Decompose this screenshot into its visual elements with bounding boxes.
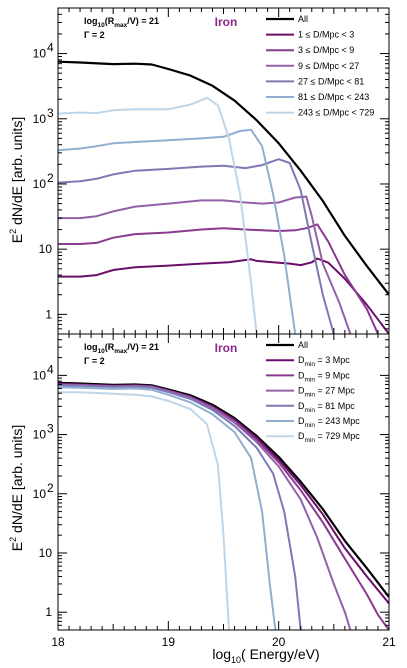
element-label: Iron — [215, 15, 238, 29]
series-line-5 — [58, 128, 297, 334]
y-tick-label: 10 — [33, 487, 47, 501]
y-tick-label: 10 — [33, 177, 47, 191]
legend-label-0: All — [298, 14, 308, 24]
rmax-label: log10(Rmax/V) = 21 — [84, 342, 159, 355]
series-line-6 — [58, 391, 230, 630]
x-label-main: log — [212, 646, 231, 662]
gamma-label: Γ = 2 — [84, 30, 105, 40]
y-tick-label: 10 — [39, 546, 53, 560]
x-label-rest: ( Energy/eV) — [241, 646, 320, 662]
y-axis-label: E2 dN/dE [arb. units] — [8, 117, 25, 243]
legend-label-5: 81 ≤ D/Mpc < 243 — [298, 92, 369, 102]
series-line-0 — [58, 60, 389, 296]
y-tick-label-exp: 2 — [47, 481, 54, 495]
series-group — [58, 381, 389, 630]
element-label: Iron — [215, 341, 238, 355]
x-tick-label: 19 — [162, 635, 176, 649]
rmax-label: log10(Rmax/V) = 21 — [84, 16, 159, 29]
y-axis-label-lower: E2 dN/dE [arb. units] — [8, 425, 25, 551]
x-tick-label: 18 — [51, 635, 65, 649]
series-group — [58, 60, 389, 334]
gamma-label: Γ = 2 — [84, 356, 105, 366]
legend-label-0: All — [298, 340, 308, 350]
series-line-2 — [58, 223, 379, 334]
legend-label-5: Dmin = 243 Mpc — [298, 416, 360, 429]
legend-label-1: Dmin = 3 Mpc — [298, 355, 350, 368]
y-tick-label-exp: 4 — [47, 41, 54, 55]
y-tick-label: 1 — [45, 605, 52, 619]
legend-label-2: 3 ≤ D/Mpc < 9 — [298, 45, 354, 55]
x-label-sub: 10 — [231, 655, 241, 665]
y-label-rest-lower: dN/dE [arb. units] — [9, 425, 25, 537]
legend-label-4: 27 ≤ D/Mpc < 81 — [298, 76, 364, 86]
legend-label-1: 1 ≤ D/Mpc < 3 — [298, 30, 354, 40]
series-line-3 — [58, 195, 352, 334]
legend-label-3: Dmin = 27 Mpc — [298, 386, 355, 399]
series-line-5 — [58, 386, 277, 630]
y-tick-label: 1 — [45, 307, 52, 321]
x-axis-label: log10( Energy/eV) — [212, 646, 319, 665]
x-tick-label: 21 — [382, 635, 396, 649]
legend-label-6: 243 ≤ D/Mpc < 729 — [298, 108, 374, 118]
legend-label-4: Dmin = 81 Mpc — [298, 401, 355, 414]
y-label-sup-lower: 2 — [8, 537, 18, 542]
y-tick-label-exp: 2 — [47, 171, 54, 185]
y-label-e-lower: E — [9, 542, 25, 551]
y-tick-label: 10 — [33, 368, 47, 382]
legend-label-2: Dmin = 9 Mpc — [298, 370, 350, 383]
y-label-e: E — [9, 234, 25, 243]
y-label-rest: dN/dE [arb. units] — [9, 117, 25, 229]
y-tick-label-exp: 4 — [47, 362, 54, 376]
y-tick-label: 10 — [33, 112, 47, 126]
series-line-4 — [58, 384, 302, 630]
series-line-6 — [58, 96, 258, 334]
y-tick-label: 10 — [33, 428, 47, 442]
y-label-sup: 2 — [8, 229, 18, 234]
legend-label-3: 9 ≤ D/Mpc < 27 — [298, 61, 359, 71]
series-line-1 — [58, 257, 389, 334]
y-tick-label-exp: 3 — [47, 422, 54, 436]
y-tick-label-exp: 3 — [47, 106, 54, 120]
legend-label-6: Dmin = 729 Mpc — [298, 431, 360, 444]
x-tick-label: 20 — [272, 635, 286, 649]
plot-frame — [57, 7, 390, 335]
y-tick-label: 10 — [33, 47, 47, 61]
y-tick-label: 10 — [39, 242, 53, 256]
